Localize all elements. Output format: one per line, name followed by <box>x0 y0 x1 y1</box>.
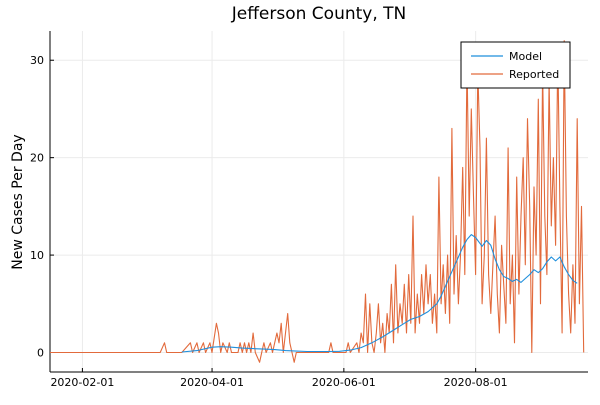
y-tick-label: 10 <box>30 249 44 262</box>
legend-reported-label: Reported <box>509 68 559 81</box>
chart-title: Jefferson County, TN <box>231 4 407 24</box>
y-axis-label: New Cases Per Day <box>10 134 26 269</box>
y-tick-label: 30 <box>30 54 44 67</box>
series-lines <box>50 40 585 363</box>
axes: 2020-02-01 2020-04-01 2020-06-01 2020-08-01… <box>30 31 588 389</box>
x-tick-label: 2020-06-01 <box>312 376 376 389</box>
x-tick-label: 2020-08-01 <box>444 376 508 389</box>
y-tick-label: 0 <box>37 347 44 360</box>
legend-model-label: Model <box>509 50 542 63</box>
x-tick-label: 2020-04-01 <box>180 376 244 389</box>
y-tick-label: 20 <box>30 152 44 165</box>
x-tick-label: 2020-02-01 <box>50 376 114 389</box>
series-line-reported <box>50 40 585 363</box>
legend-box <box>460 41 571 89</box>
series-line-model <box>181 234 578 353</box>
legend: Model Reported <box>460 41 571 89</box>
